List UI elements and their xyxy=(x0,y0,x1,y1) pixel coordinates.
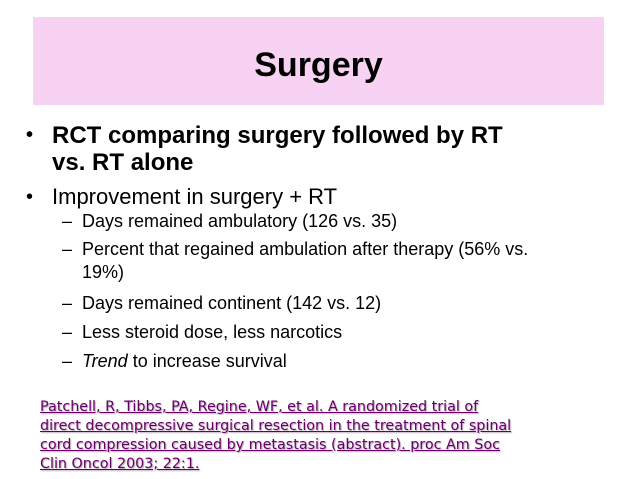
sub-bullet: Trend to increase survival xyxy=(62,350,612,373)
sub-bullet: Percent that regained ambulation after t… xyxy=(62,238,612,284)
title: Surgery xyxy=(254,46,383,84)
sub-bullet: Less steroid dose, less narcotics xyxy=(62,321,612,344)
sub-bullet-line: 19%) xyxy=(82,262,125,282)
bullet-line: RCT comparing surgery followed by RT xyxy=(52,122,503,149)
citation-line[interactable]: cord compression caused by metastasis (a… xyxy=(40,437,500,453)
citation-line[interactable]: Patchell, R, Tibbs, PA, Regine, WF, et a… xyxy=(40,399,479,415)
sub-bullet-line: Percent that regained ambulation after t… xyxy=(82,239,529,259)
bullet: RCT comparing surgery followed by RT vs.… xyxy=(26,122,503,176)
citation-line[interactable]: direct decompressive surgical resection … xyxy=(40,418,512,434)
emphasis: Trend xyxy=(82,351,128,371)
sub-bullet: Days remained ambulatory (126 vs. 35) xyxy=(62,210,612,233)
title-box: Surgery xyxy=(33,17,604,105)
bullet-line: vs. RT alone xyxy=(52,149,194,176)
citation[interactable]: Patchell, R, Tibbs, PA, Regine, WF, et a… xyxy=(40,398,600,474)
citation-line[interactable]: Clin Oncol 2003; 22:1. xyxy=(40,456,200,472)
bullet: Improvement in surgery + RT xyxy=(26,184,337,210)
sub-bullet: Days remained continent (142 vs. 12) xyxy=(62,292,612,315)
sub-bullet-text: to increase survival xyxy=(127,351,287,371)
